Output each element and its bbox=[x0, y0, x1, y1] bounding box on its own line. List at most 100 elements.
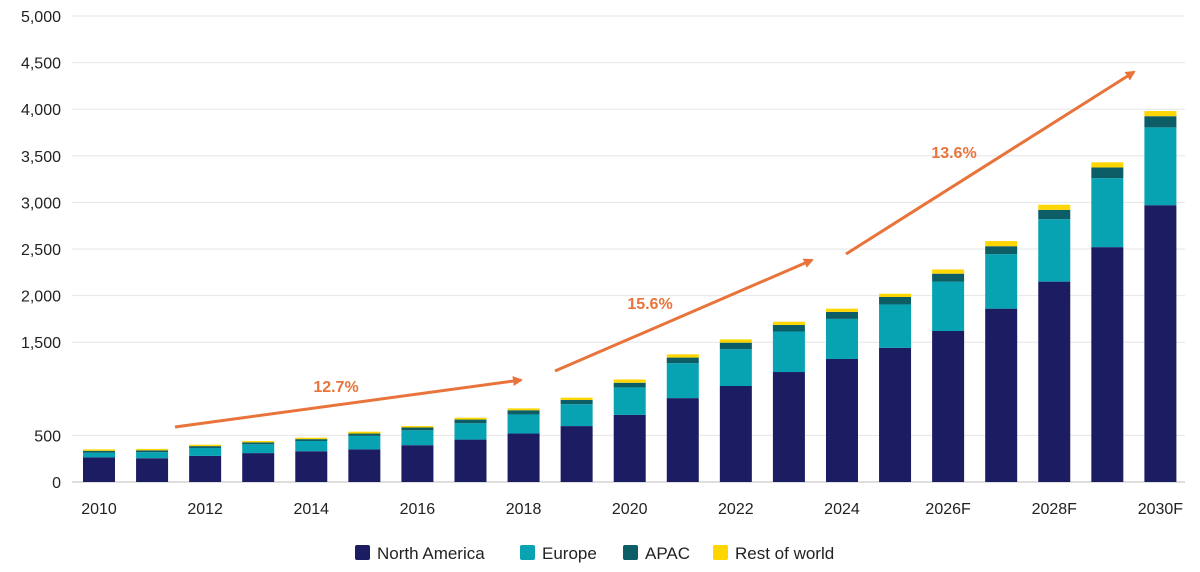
x-tick-label: 2022 bbox=[718, 501, 754, 518]
bar-segment bbox=[1038, 219, 1071, 282]
cagr-label: 15.6% bbox=[627, 296, 672, 313]
bar-segment bbox=[401, 426, 434, 428]
x-tick-label: 2012 bbox=[187, 501, 223, 518]
bar-segment bbox=[83, 450, 115, 453]
bar-segment bbox=[613, 379, 646, 383]
legend-swatch bbox=[623, 545, 638, 560]
bar-segment bbox=[932, 273, 965, 282]
y-tick-label: 500 bbox=[34, 428, 61, 445]
bar-segment bbox=[719, 349, 752, 387]
bar-segment bbox=[454, 417, 487, 420]
bar-segment bbox=[666, 357, 699, 364]
bar-segment bbox=[1091, 167, 1124, 179]
y-tick-label: 4,500 bbox=[21, 56, 61, 73]
bar-segment bbox=[666, 398, 699, 482]
bars bbox=[83, 111, 1177, 483]
bar-segment bbox=[825, 311, 858, 319]
x-tick-label: 2030F bbox=[1138, 501, 1184, 518]
bar-segment bbox=[772, 321, 805, 325]
bar-segment bbox=[295, 440, 328, 452]
bar-segment bbox=[189, 447, 222, 456]
x-tick-label: 2020 bbox=[612, 501, 648, 518]
bar-segment bbox=[985, 308, 1018, 482]
bar-segment bbox=[348, 431, 381, 434]
bar-segment bbox=[1038, 281, 1071, 482]
bar-segment bbox=[719, 339, 752, 343]
bar-segment bbox=[932, 269, 965, 274]
bar-segment bbox=[1144, 116, 1177, 128]
legend-label: Europe bbox=[542, 544, 597, 563]
bar-segment bbox=[1091, 247, 1124, 482]
bar-segment bbox=[560, 404, 593, 427]
bar-segment bbox=[772, 331, 805, 373]
y-tick-label: 2,000 bbox=[21, 289, 61, 306]
bar-segment bbox=[879, 293, 912, 297]
bar-segment bbox=[83, 457, 115, 482]
x-tick-label: 2024 bbox=[824, 501, 860, 518]
bar-segment bbox=[507, 410, 540, 415]
x-tick-label: 2016 bbox=[400, 501, 436, 518]
bar-segment bbox=[136, 458, 169, 482]
y-tick-label: 1,500 bbox=[21, 335, 61, 352]
bar-segment bbox=[932, 281, 965, 332]
bar-segment bbox=[189, 446, 222, 448]
x-tick-label: 2014 bbox=[293, 501, 329, 518]
legend-swatch bbox=[520, 545, 535, 560]
cagr-arrow bbox=[845, 70, 1136, 256]
bar-segment bbox=[507, 408, 540, 411]
bar-segment bbox=[348, 435, 381, 450]
cagr-arrow bbox=[554, 258, 814, 373]
bar-segment bbox=[825, 318, 858, 359]
bar-segment bbox=[825, 358, 858, 482]
cagr-label: 13.6% bbox=[931, 145, 976, 162]
bar-segment bbox=[985, 246, 1018, 255]
bar-segment bbox=[1144, 111, 1177, 117]
y-tick-label: 0 bbox=[52, 475, 61, 492]
bar-segment bbox=[772, 324, 805, 332]
legend-label: North America bbox=[377, 544, 485, 563]
legend-label: APAC bbox=[645, 544, 690, 563]
bar-segment bbox=[454, 423, 487, 440]
bar-segment bbox=[772, 372, 805, 482]
bar-segment bbox=[401, 445, 434, 482]
bar-segment bbox=[719, 342, 752, 350]
bar-segment bbox=[666, 363, 699, 399]
y-tick-label: 3,500 bbox=[21, 149, 61, 166]
bar-segment bbox=[189, 444, 222, 447]
bar-segment bbox=[507, 433, 540, 482]
bar-segment bbox=[879, 296, 912, 305]
bar-segment bbox=[295, 439, 328, 441]
bar-segment bbox=[613, 382, 646, 388]
y-axis: 0 500 1,500 2,000 2,500 3,000 3,500 4,000 4,500 5… bbox=[21, 9, 61, 492]
x-tick-label: 2026F bbox=[925, 501, 971, 518]
bar-segment bbox=[879, 347, 912, 482]
bar-segment bbox=[401, 427, 434, 431]
bar-segment bbox=[295, 451, 328, 482]
legend-swatch bbox=[355, 545, 370, 560]
bar-segment bbox=[454, 439, 487, 482]
y-tick-label: 5,000 bbox=[21, 9, 61, 26]
x-tick-label: 2018 bbox=[506, 501, 542, 518]
bar-segment bbox=[83, 449, 115, 451]
y-tick-label: 2,500 bbox=[21, 242, 61, 259]
legend-label: Rest of world bbox=[735, 544, 834, 563]
bar-segment bbox=[348, 433, 381, 436]
bar-segment bbox=[560, 399, 593, 405]
bar-segment bbox=[1144, 205, 1177, 483]
bar-segment bbox=[560, 426, 593, 482]
bar-segment bbox=[613, 414, 646, 482]
bar-segment bbox=[348, 449, 381, 482]
x-tick-label: 2010 bbox=[81, 501, 117, 518]
cagr-label: 12.7% bbox=[313, 379, 358, 396]
bar-segment bbox=[825, 308, 858, 312]
bar-segment bbox=[83, 452, 115, 458]
bar-segment bbox=[1091, 162, 1124, 168]
bar-segment bbox=[613, 387, 646, 415]
y-tick-label: 3,000 bbox=[21, 195, 61, 212]
bar-segment bbox=[985, 241, 1018, 247]
x-tick-label: 2028F bbox=[1032, 501, 1078, 518]
bar-segment bbox=[295, 437, 328, 440]
bar-segment bbox=[1091, 178, 1124, 248]
bar-segment bbox=[719, 386, 752, 482]
